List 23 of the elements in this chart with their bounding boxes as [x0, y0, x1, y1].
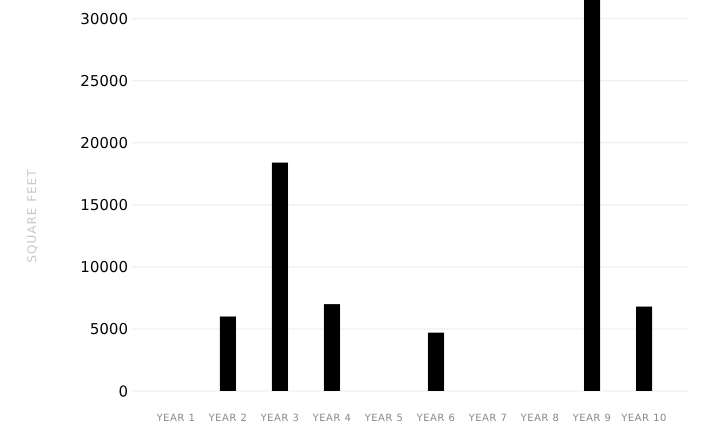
x-tick-label: YEAR 10 [620, 413, 667, 424]
x-tick-label: YEAR 6 [416, 413, 456, 424]
y-tick-label: 30000 [80, 10, 128, 28]
y-tick-label: 15000 [80, 196, 128, 214]
x-tick-label: YEAR 8 [520, 413, 560, 424]
bar [428, 332, 444, 391]
y-tick-label: 25000 [80, 72, 128, 90]
bar [272, 162, 288, 391]
x-tick-label: YEAR 7 [468, 413, 508, 424]
y-tick-label: 5000 [90, 320, 128, 338]
bar [636, 306, 652, 391]
x-tick-label: YEAR 1 [156, 413, 196, 424]
bar [324, 304, 340, 391]
x-tick-label: YEAR 5 [364, 413, 404, 424]
x-tick-label: YEAR 4 [312, 413, 352, 424]
bar [584, 0, 600, 391]
x-tick-label: YEAR 2 [208, 413, 248, 424]
y-tick-label: 10000 [80, 258, 128, 276]
x-tick-label: YEAR 3 [260, 413, 300, 424]
x-tick-label: YEAR 9 [572, 413, 612, 424]
y-tick-label: 20000 [80, 134, 128, 152]
bar [220, 316, 236, 391]
y-tick-label: 0 [118, 382, 128, 400]
